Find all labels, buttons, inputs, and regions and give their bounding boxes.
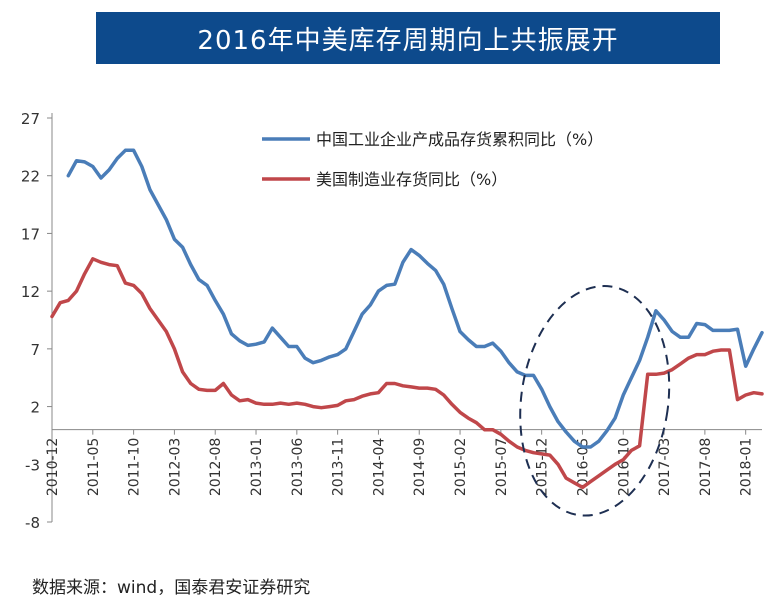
y-tick-label: 27 — [21, 110, 40, 128]
page-title: 2016年中美库存周期向上共振展开 — [197, 25, 619, 56]
x-tick-label: 2010-12 — [45, 438, 61, 497]
x-tick-label: 2012-03 — [167, 438, 183, 497]
series-line-us — [50, 257, 764, 490]
x-tick-label: 2011-10 — [127, 438, 143, 497]
y-tick-label: 12 — [21, 283, 40, 301]
legend-label-china: 中国工业企业产成品存货累积同比（%） — [316, 130, 603, 149]
x-tick-label: 2017-03 — [657, 438, 673, 497]
x-tick-label: 2011-05 — [86, 438, 102, 497]
y-tick-label: -3 — [25, 456, 40, 474]
x-tick-label: 2014-04 — [371, 438, 387, 497]
y-tick-label: 17 — [21, 225, 40, 243]
y-tick-label: 22 — [21, 168, 40, 186]
y-tick-label: 2 — [30, 399, 40, 417]
x-tick-label: 2013-06 — [290, 438, 306, 497]
title-banner: 2016年中美库存周期向上共振展开 — [96, 12, 720, 64]
highlight-ellipse — [519, 285, 671, 517]
source-note: 数据来源：wind，国泰君安证券研究 — [32, 578, 311, 598]
x-tick-label: 2016-10 — [616, 438, 632, 497]
series-group — [50, 148, 764, 490]
axes: 27 22 17 12 7 2 -3 -8 2010-12 2011-05 2011-10 2012-… — [21, 110, 762, 532]
annotation-group — [519, 285, 671, 517]
series-line-china — [66, 148, 764, 449]
line-chart: 27 22 17 12 7 2 -3 -8 2010-12 2011-05 2011-10 2012-… — [21, 110, 764, 532]
x-tick-label: 2018-01 — [739, 438, 755, 497]
x-tick-label: 2013-11 — [331, 438, 347, 497]
legend: 中国工业企业产成品存货累积同比（%） 美国制造业存货同比（%） — [262, 130, 603, 189]
x-tick-label: 2015-12 — [535, 438, 551, 497]
y-tick-label: 7 — [30, 341, 40, 359]
x-tick-label: 2016-05 — [575, 438, 591, 497]
x-tick-label: 2012-08 — [208, 438, 224, 497]
x-tick-label: 2015-07 — [494, 438, 510, 497]
x-tick-label: 2017-08 — [698, 438, 714, 497]
x-tick-label: 2014-09 — [412, 438, 428, 497]
y-tick-label: -8 — [25, 514, 40, 532]
x-tick-label: 2013-01 — [249, 438, 265, 497]
x-tick-label: 2015-02 — [453, 438, 469, 497]
legend-label-us: 美国制造业存货同比（%） — [316, 170, 507, 189]
